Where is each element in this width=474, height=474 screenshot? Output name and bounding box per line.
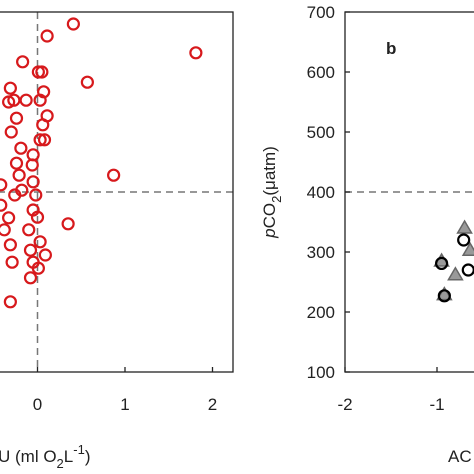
point: [31, 65, 45, 79]
plot-frame: [0, 11, 234, 373]
x-axis-label-part: L: [64, 447, 73, 466]
point: [7, 93, 21, 107]
point: [36, 118, 50, 132]
panel-b: -2 -1 100 200 300 400 500 600 700 b AC pCO2(μatm): [260, 3, 474, 466]
x-axis-label: AC: [448, 447, 472, 466]
y-axis-label-part: 2: [269, 196, 284, 203]
y-tick-label: 300: [307, 243, 335, 262]
point: [0, 223, 11, 237]
point: [3, 81, 17, 95]
y-axis-label: pCO2(μatm): [260, 146, 284, 239]
point: [80, 75, 94, 89]
y-tick-label: 600: [307, 63, 335, 82]
point: [31, 261, 45, 275]
point: [29, 188, 43, 202]
point: [25, 158, 39, 172]
point: [2, 211, 16, 225]
point: [61, 217, 75, 231]
x-tick-label: -2: [337, 395, 352, 414]
panel-a: 0 1 2U (ml O2L-1): [0, 11, 234, 471]
point: [23, 243, 38, 257]
point: [33, 133, 47, 147]
y-tick-label: 200: [307, 303, 335, 322]
y-tick-label: 100: [307, 363, 335, 382]
point: [189, 46, 203, 60]
point: [19, 93, 33, 107]
point: [461, 263, 474, 277]
point: [456, 219, 473, 234]
point: [5, 255, 19, 269]
point: [457, 233, 471, 247]
y-tick-label: 700: [307, 3, 335, 22]
y-axis-label-part: p: [260, 228, 279, 238]
point: [23, 271, 38, 285]
point: [38, 248, 52, 262]
point: [436, 286, 453, 301]
point: [8, 188, 22, 202]
y-tick-label: 500: [307, 123, 335, 142]
point: [33, 93, 47, 107]
point: [3, 238, 17, 252]
point: [16, 55, 30, 69]
x-tick-label: 2: [208, 395, 217, 414]
point: [22, 223, 36, 237]
point: [0, 198, 8, 212]
point: [437, 289, 451, 303]
point: [33, 235, 47, 249]
point: [26, 175, 40, 189]
point: [37, 133, 52, 147]
x-axis-label-part: ): [85, 447, 91, 466]
point: [14, 141, 28, 155]
point: [0, 178, 8, 192]
point: [12, 168, 26, 182]
x-axis-label-part: AC: [448, 447, 472, 466]
point: [3, 295, 17, 309]
point: [4, 125, 18, 139]
point: [9, 156, 24, 170]
point: [435, 256, 449, 270]
point: [30, 210, 45, 224]
x-axis-label-part: U (ml O: [0, 447, 57, 466]
x-tick-label: -1: [429, 395, 444, 414]
x-axis-label: U (ml O2L-1): [0, 442, 90, 471]
x-tick-label: 1: [120, 395, 129, 414]
y-axis-label-part: CO: [260, 203, 279, 229]
x-tick-label: 0: [33, 395, 42, 414]
point: [447, 266, 464, 281]
point: [107, 168, 121, 182]
y-tick-label: 400: [307, 183, 335, 202]
panel-label: b: [386, 39, 396, 58]
y-axis-label-part: (μatm): [260, 146, 279, 195]
x-axis-label-part: -1: [73, 442, 85, 457]
point: [40, 29, 54, 43]
point: [9, 111, 24, 125]
x-axis-label-part: 2: [57, 456, 64, 471]
point: [66, 17, 80, 31]
